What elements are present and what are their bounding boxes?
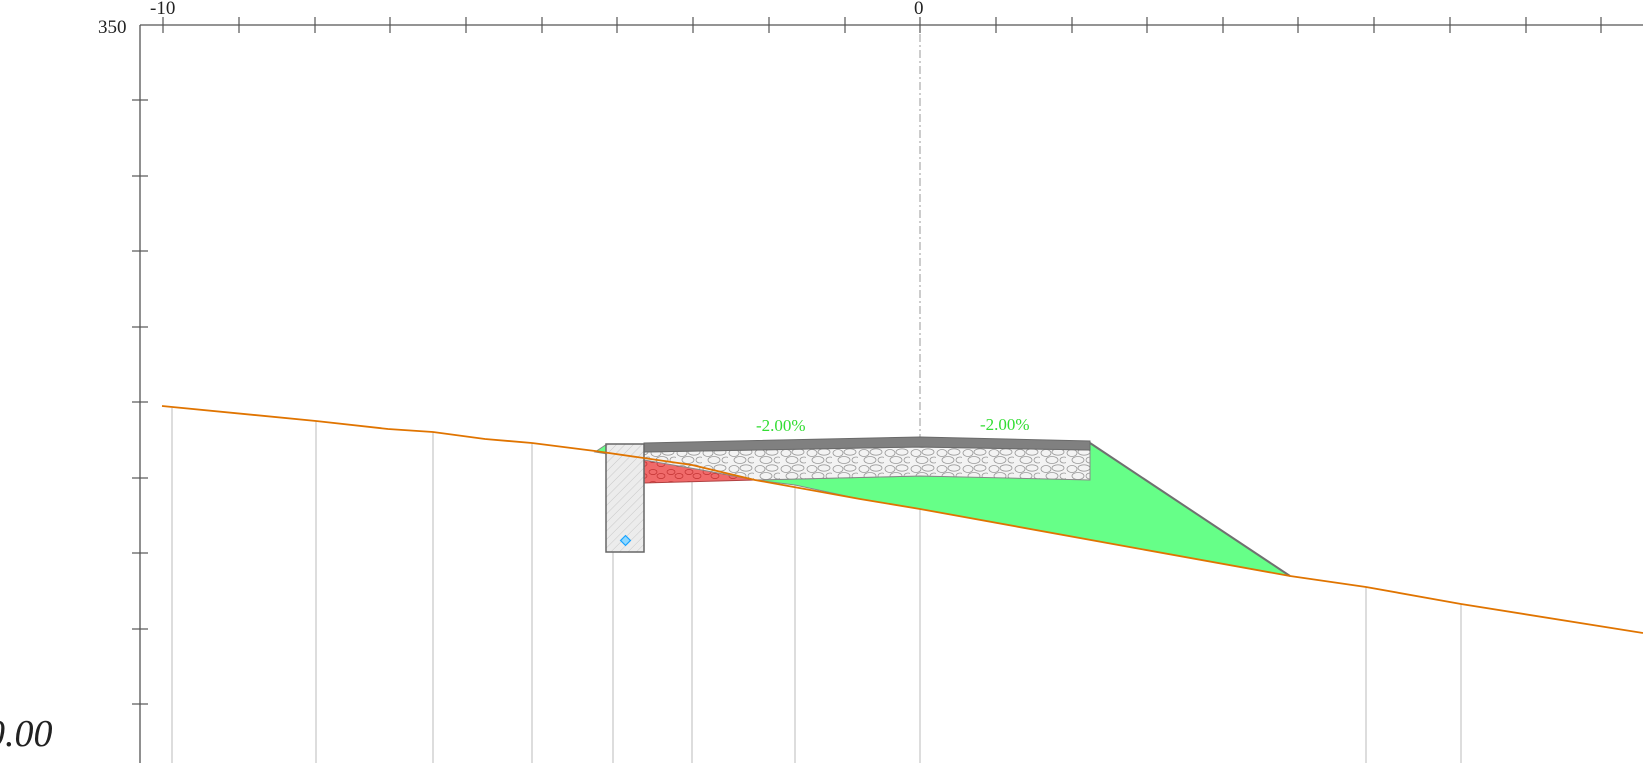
corner-elevation-label: 0.00: [0, 713, 53, 755]
top-axis-label-center: 0: [914, 0, 924, 19]
left-axis-ticks: [132, 99, 148, 705]
fill-slope-line: [1089, 442, 1291, 577]
diamond-icon: [619, 534, 632, 547]
retaining-wall: [605, 443, 645, 553]
left-axis-label: 350: [98, 17, 127, 38]
slope-label-right: -2.00%: [980, 415, 1030, 434]
axis-frame: [139, 24, 1643, 763]
top-axis-ticks: [162, 17, 1602, 33]
slope-label-left: -2.00%: [756, 416, 806, 435]
top-axis-label-left: -10: [150, 0, 175, 19]
existing-ground-line: [161, 405, 1643, 634]
